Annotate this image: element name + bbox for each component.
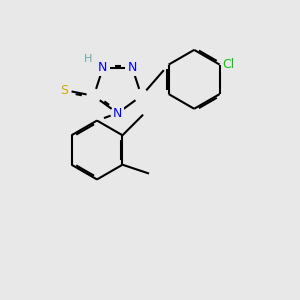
Text: N: N bbox=[98, 61, 108, 74]
Text: N: N bbox=[113, 107, 122, 120]
Text: N: N bbox=[128, 61, 137, 74]
Text: Cl: Cl bbox=[222, 58, 235, 71]
Text: H: H bbox=[84, 54, 92, 64]
Text: S: S bbox=[60, 83, 68, 97]
